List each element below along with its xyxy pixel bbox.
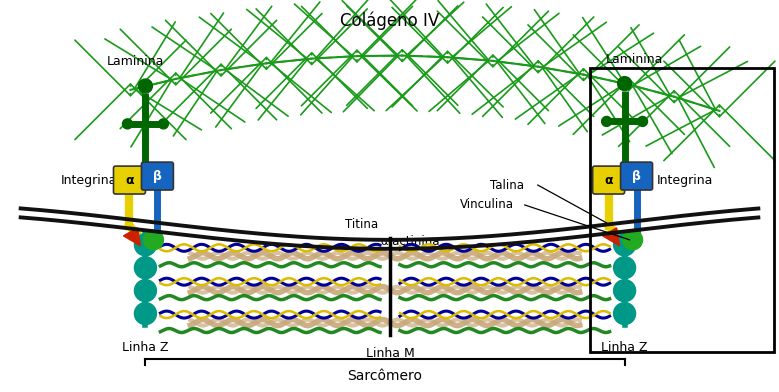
Circle shape: [601, 116, 612, 127]
Text: α: α: [125, 174, 134, 187]
Circle shape: [622, 230, 643, 250]
Text: Integrina: Integrina: [61, 174, 117, 187]
Circle shape: [158, 119, 168, 129]
Bar: [590, 69, 774, 352]
Text: α: α: [605, 174, 613, 187]
Circle shape: [614, 280, 636, 301]
Circle shape: [135, 280, 157, 301]
Text: Vinculina: Vinculina: [460, 198, 514, 211]
Text: Linha Z: Linha Z: [601, 341, 648, 354]
Circle shape: [135, 234, 157, 256]
FancyBboxPatch shape: [142, 162, 174, 190]
Text: Laminina: Laminina: [606, 53, 663, 65]
Text: Titina: Titina: [345, 218, 378, 231]
Text: Colágeno IV: Colágeno IV: [340, 11, 439, 30]
Text: β: β: [153, 170, 162, 183]
Circle shape: [637, 116, 647, 127]
Text: Sarcômero: Sarcômero: [347, 369, 422, 383]
Text: Linha M: Linha M: [365, 347, 414, 361]
Circle shape: [135, 257, 157, 279]
Polygon shape: [603, 228, 619, 246]
Text: α-actinina: α-actinina: [380, 235, 439, 249]
Circle shape: [122, 119, 132, 129]
Text: Talina: Talina: [490, 178, 523, 192]
Circle shape: [614, 234, 636, 256]
FancyBboxPatch shape: [114, 166, 146, 194]
Circle shape: [139, 79, 153, 93]
Text: Laminina: Laminina: [107, 55, 164, 68]
FancyBboxPatch shape: [593, 166, 625, 194]
Text: β: β: [632, 170, 641, 183]
Text: Linha Z: Linha Z: [122, 341, 169, 354]
Circle shape: [135, 303, 157, 325]
Polygon shape: [124, 228, 140, 246]
Circle shape: [614, 257, 636, 279]
Circle shape: [614, 303, 636, 325]
Circle shape: [618, 76, 632, 91]
Circle shape: [143, 230, 164, 250]
FancyBboxPatch shape: [621, 162, 653, 190]
Text: Integrina: Integrina: [657, 174, 713, 187]
